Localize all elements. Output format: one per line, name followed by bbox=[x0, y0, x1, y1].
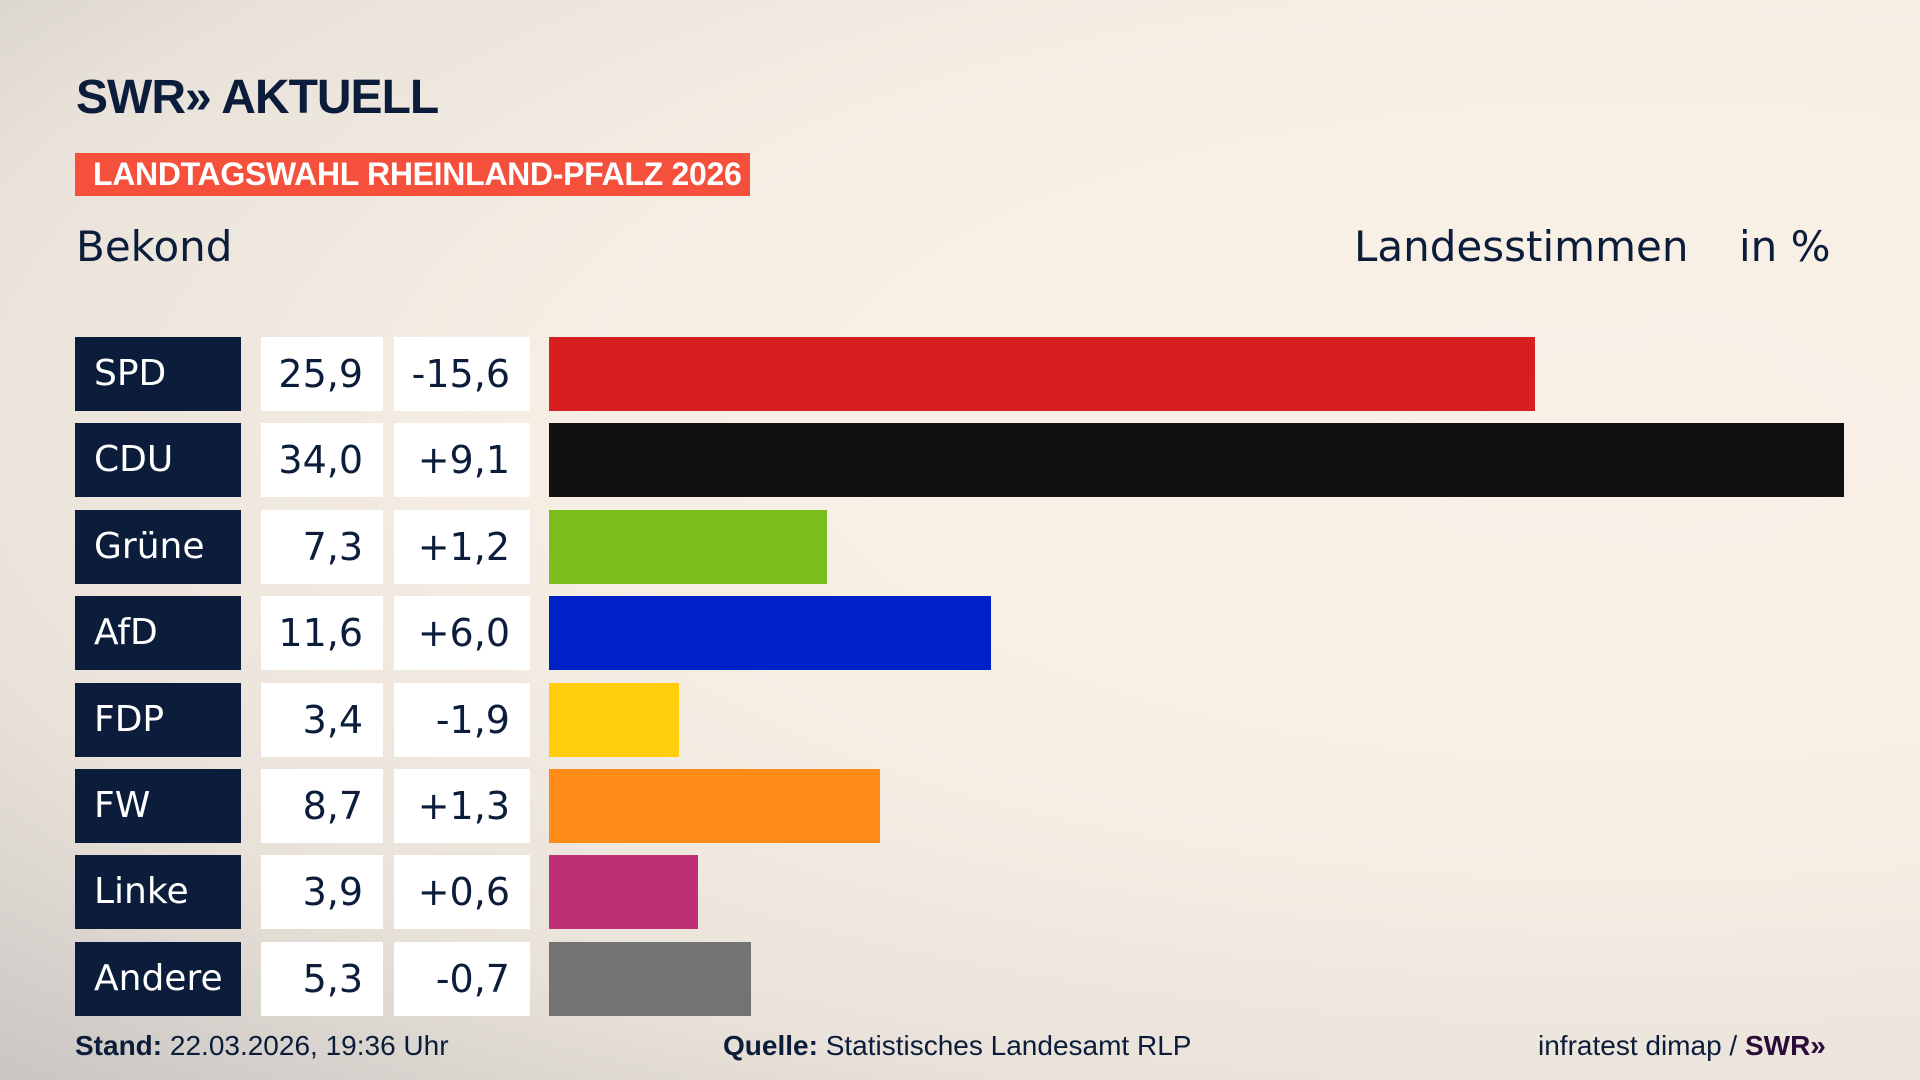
party-label: Linke bbox=[75, 855, 241, 930]
stand-label: Stand: bbox=[75, 1030, 163, 1061]
change-label: -15,6 bbox=[394, 337, 530, 411]
vote-share-label: 8,7 bbox=[261, 769, 383, 843]
change-label: +6,0 bbox=[394, 596, 530, 671]
vote-share-label: 5,3 bbox=[261, 941, 383, 1016]
change-label: -1,9 bbox=[394, 682, 530, 757]
change-label: -0,7 bbox=[394, 941, 530, 1016]
change-label: +1,2 bbox=[394, 509, 530, 584]
vote-share-label: 11,6 bbox=[261, 596, 383, 671]
vote-share-label: 7,3 bbox=[261, 509, 383, 584]
vote-share-bar bbox=[549, 596, 991, 671]
vote-share-label: 25,9 bbox=[261, 337, 383, 411]
vote-share-bar bbox=[549, 423, 1844, 498]
change-label: +1,3 bbox=[394, 769, 530, 843]
vote-share-bar bbox=[549, 855, 698, 930]
vote-share-bar bbox=[549, 682, 679, 757]
credit-text: infratest dimap / bbox=[1538, 1030, 1738, 1061]
party-label: Andere bbox=[75, 941, 241, 1016]
source-label: Quelle: bbox=[723, 1030, 818, 1061]
party-label: CDU bbox=[75, 423, 241, 498]
party-label: Grüne bbox=[75, 509, 241, 584]
change-label: +0,6 bbox=[394, 855, 530, 930]
vote-share-label: 34,0 bbox=[261, 423, 383, 498]
party-label: FW bbox=[75, 769, 241, 843]
region-title: Bekond bbox=[76, 222, 233, 271]
measure-label: Landesstimmen bbox=[1354, 222, 1689, 271]
swr-logo: SWR» bbox=[1744, 1030, 1826, 1061]
timestamp: Stand: 22.03.2026, 19:36 Uhr bbox=[75, 1030, 449, 1062]
vote-share-label: 3,9 bbox=[261, 855, 383, 930]
unit-label: in % bbox=[1739, 222, 1831, 271]
vote-share-bar bbox=[549, 337, 1536, 411]
vote-share-bar bbox=[549, 941, 751, 1016]
swr-aktuell-logo: SWR» AKTUELL bbox=[76, 71, 439, 124]
party-label: FDP bbox=[75, 682, 241, 757]
change-label: +9,1 bbox=[394, 423, 530, 498]
vote-share-bar bbox=[549, 509, 828, 584]
stand-value: 22.03.2026, 19:36 Uhr bbox=[169, 1030, 449, 1061]
party-label: AfD bbox=[75, 596, 241, 671]
source-value: Statistisches Landesamt RLP bbox=[825, 1030, 1192, 1061]
party-label: SPD bbox=[75, 337, 241, 411]
credit: infratest dimap / SWR» bbox=[1538, 1030, 1826, 1062]
source: Quelle: Statistisches Landesamt RLP bbox=[723, 1030, 1191, 1062]
vote-share-bar bbox=[549, 769, 881, 843]
vote-share-label: 3,4 bbox=[261, 682, 383, 757]
election-banner: LANDTAGSWAHL RHEINLAND-PFALZ 2026 bbox=[75, 153, 750, 196]
